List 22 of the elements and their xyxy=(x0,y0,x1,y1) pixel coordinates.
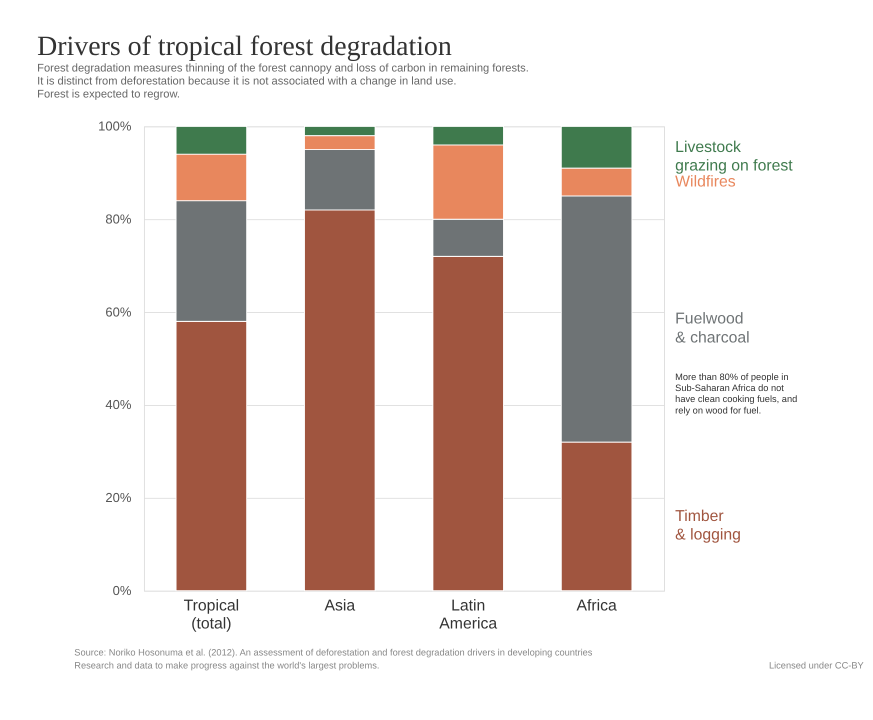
text: More than 80% of people in Sub-Saharan Africa do not have clean cooking fuels, and rely on wood for fuel. xyxy=(675,372,798,416)
source-note: Source: Noriko Hosonuma et al. (2012). An assessment of deforestation and forest degradation drivers in developing countries xyxy=(74,648,593,658)
text: Forest is expected to regrow. xyxy=(37,88,180,101)
text: Research and data to make progress against the world's largest problems. xyxy=(74,660,380,671)
text: Fuelwood & charcoal xyxy=(675,310,750,346)
x-tick-label: Asia xyxy=(324,598,356,615)
x-tick-label: Tropical (total) xyxy=(184,598,240,632)
y-tick-label: 100% xyxy=(98,118,132,134)
y-tick-label: 40% xyxy=(105,397,132,412)
text: Timber & logging xyxy=(675,508,741,544)
x-tick-label: Latin America xyxy=(439,598,498,632)
text: Livestock grazing on forest xyxy=(675,138,794,174)
y-tick-label: 80% xyxy=(105,211,132,226)
y-tick-label: 0% xyxy=(112,582,132,598)
text: It is distinct from deforestation because it is not associated with a change in land use. xyxy=(37,76,456,88)
text: Wildfires xyxy=(675,174,736,191)
chart-title: Drivers of tropical forest degradation xyxy=(37,30,452,62)
y-tick-label: 20% xyxy=(105,490,132,506)
y-tick-label: 60% xyxy=(105,304,132,320)
text: Licensed under CC-BY xyxy=(768,660,864,671)
text: Forest degradation measures thinning of the forest cannopy and loss of carbon in remaining forests. xyxy=(37,62,529,75)
x-tick-label: Africa xyxy=(576,598,617,615)
